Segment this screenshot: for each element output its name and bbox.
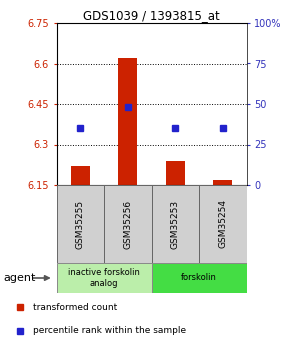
Text: inactive forskolin
analog: inactive forskolin analog — [68, 268, 140, 288]
Bar — [57, 263, 151, 293]
Bar — [166, 161, 185, 185]
Text: GSM35253: GSM35253 — [171, 199, 180, 248]
Bar — [151, 263, 246, 293]
Bar — [118, 58, 137, 185]
Bar — [57, 185, 104, 263]
Bar — [151, 185, 199, 263]
Text: forskolin: forskolin — [181, 274, 217, 283]
Bar — [104, 185, 151, 263]
Text: percentile rank within the sample: percentile rank within the sample — [33, 326, 186, 335]
Bar — [213, 180, 232, 185]
Text: GSM35255: GSM35255 — [76, 199, 85, 248]
Text: GSM35254: GSM35254 — [218, 199, 227, 248]
Text: transformed count: transformed count — [33, 303, 118, 312]
Bar — [71, 166, 90, 185]
Text: GSM35256: GSM35256 — [123, 199, 132, 248]
Bar — [199, 185, 246, 263]
Text: agent: agent — [3, 273, 35, 283]
Title: GDS1039 / 1393815_at: GDS1039 / 1393815_at — [83, 9, 220, 22]
